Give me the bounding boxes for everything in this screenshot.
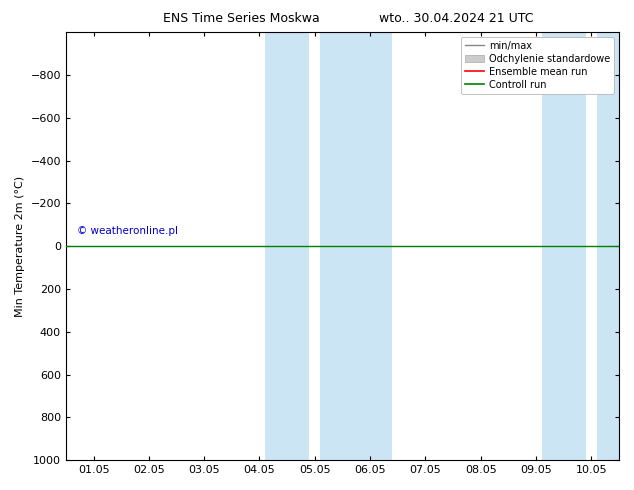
Text: © weatheronline.pl: © weatheronline.pl: [77, 226, 178, 236]
Bar: [265, 32, 309, 460]
Bar: [597, 32, 634, 460]
Bar: [320, 32, 392, 460]
Text: ENS Time Series Moskwa: ENS Time Series Moskwa: [162, 12, 320, 25]
Legend: min/max, Odchylenie standardowe, Ensemble mean run, Controll run: min/max, Odchylenie standardowe, Ensembl…: [461, 37, 614, 94]
Text: wto.. 30.04.2024 21 UTC: wto.. 30.04.2024 21 UTC: [379, 12, 534, 25]
Bar: [541, 32, 586, 460]
Y-axis label: Min Temperature 2m (°C): Min Temperature 2m (°C): [15, 175, 25, 317]
